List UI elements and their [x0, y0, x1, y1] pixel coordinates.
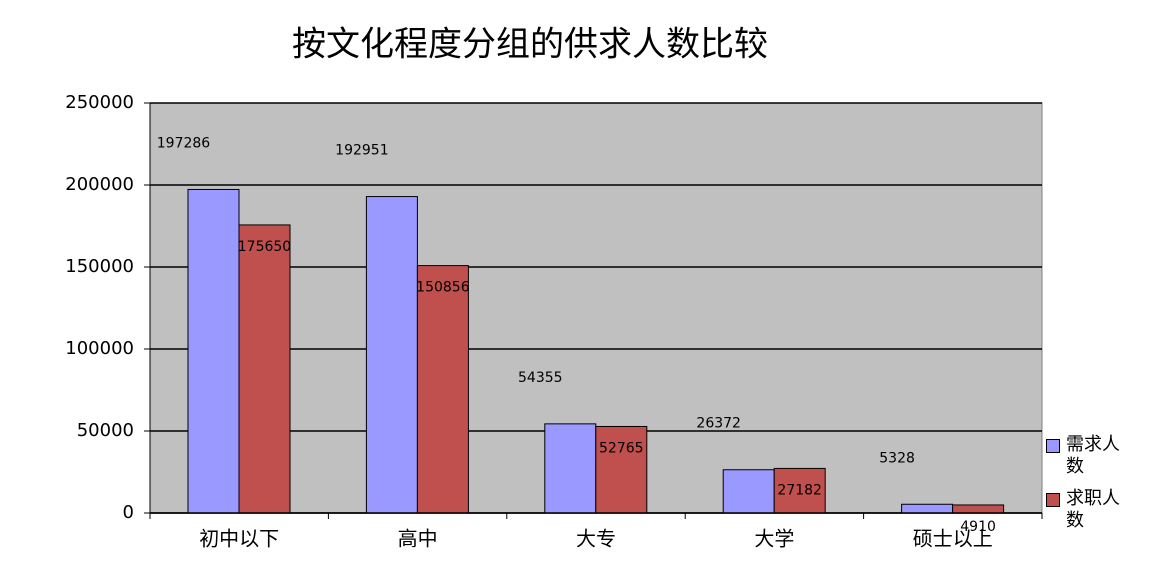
y-tick-label: 200000: [65, 174, 134, 195]
x-tick-label: 初中以下: [199, 527, 279, 551]
bar: [416, 265, 469, 514]
x-tick-label: 大专: [576, 527, 616, 551]
chart-title: 按文化程度分组的供求人数比较: [292, 25, 768, 65]
legend-swatch: [1046, 439, 1060, 453]
y-tick-label: 0: [123, 502, 134, 523]
bar: [773, 467, 826, 514]
bar: [901, 503, 954, 514]
data-label: 54355: [518, 370, 563, 386]
x-tick-label: 硕士以上: [913, 527, 993, 551]
legend-item: 需求人数: [1046, 434, 1146, 478]
y-tick-label: 100000: [65, 338, 134, 359]
data-label: 197286: [157, 135, 211, 151]
legend-label: 需求人数: [1066, 434, 1120, 477]
bar: [544, 423, 597, 514]
data-label: 175650: [238, 239, 291, 255]
data-label: 27182: [777, 482, 822, 498]
data-label: 192951: [335, 143, 388, 159]
data-label: 4910: [960, 519, 996, 535]
data-label: 150856: [416, 280, 470, 296]
bar: [238, 224, 291, 514]
bar: [365, 196, 418, 514]
legend-swatch: [1046, 493, 1060, 507]
y-tick-label: 50000: [77, 420, 134, 441]
legend-item: 求职人数: [1046, 488, 1146, 532]
data-label: 5328: [879, 450, 915, 466]
bar: [722, 469, 775, 514]
legend: 需求人数 求职人数: [1046, 434, 1146, 542]
x-tick-label: 大学: [754, 527, 794, 551]
bar: [952, 504, 1005, 514]
legend-label: 求职人数: [1066, 488, 1120, 531]
y-tick-label: 250000: [65, 92, 134, 113]
x-tick-label: 高中: [398, 527, 438, 551]
bar: [187, 188, 240, 514]
bar: [595, 425, 648, 514]
data-label: 26372: [696, 416, 741, 432]
data-label: 52765: [599, 440, 644, 456]
y-tick-label: 150000: [65, 256, 134, 277]
